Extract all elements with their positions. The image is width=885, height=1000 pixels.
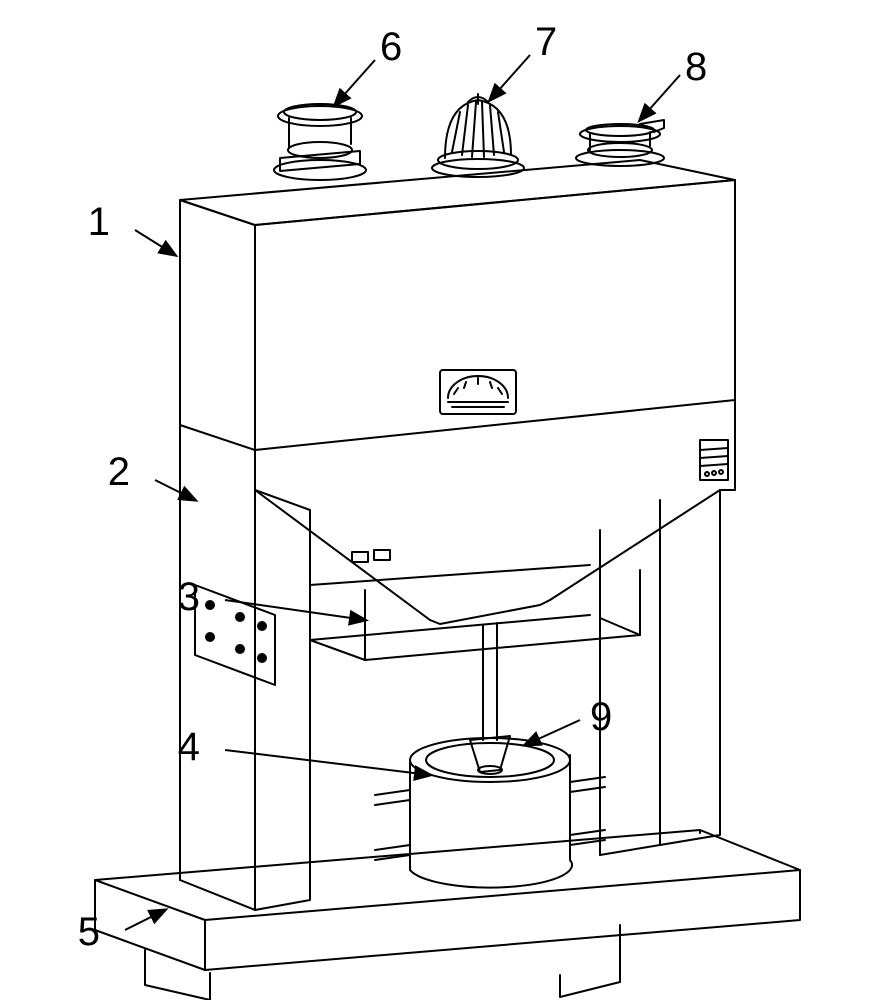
left-column bbox=[180, 425, 720, 910]
discharge-pipe bbox=[470, 623, 510, 774]
label-3: 3 bbox=[178, 575, 200, 619]
receiver-cylinder bbox=[375, 738, 605, 888]
callout-arrow bbox=[225, 600, 365, 620]
figure-container: 1 2 3 4 5 6 7 8 9 bbox=[0, 0, 885, 1000]
top-port-6 bbox=[274, 104, 366, 180]
side-plate bbox=[195, 585, 275, 685]
main-body bbox=[180, 160, 735, 530]
inner-latches bbox=[352, 550, 390, 562]
control-panel bbox=[700, 440, 728, 480]
label-1: 1 bbox=[88, 200, 110, 244]
hopper bbox=[255, 490, 720, 624]
label-5: 5 bbox=[78, 910, 100, 954]
callout-arrow bbox=[155, 480, 195, 500]
label-6: 6 bbox=[380, 25, 402, 69]
top-port-8 bbox=[576, 120, 664, 166]
label-7: 7 bbox=[535, 20, 557, 64]
top-port-7 bbox=[432, 94, 524, 177]
callout-arrow bbox=[335, 60, 375, 105]
callout-arrow bbox=[125, 910, 165, 930]
callout-arrow bbox=[135, 230, 175, 255]
front-gauge bbox=[440, 370, 516, 414]
label-9: 9 bbox=[590, 695, 612, 739]
label-2: 2 bbox=[108, 450, 130, 494]
callout-arrow bbox=[490, 55, 530, 100]
callout-arrow bbox=[640, 75, 680, 120]
callout-arrow bbox=[525, 720, 580, 745]
label-4: 4 bbox=[178, 725, 200, 769]
patent-figure: 1 2 3 4 5 6 7 8 9 bbox=[0, 0, 885, 1000]
base-plate bbox=[95, 830, 800, 1000]
label-8: 8 bbox=[685, 45, 707, 89]
